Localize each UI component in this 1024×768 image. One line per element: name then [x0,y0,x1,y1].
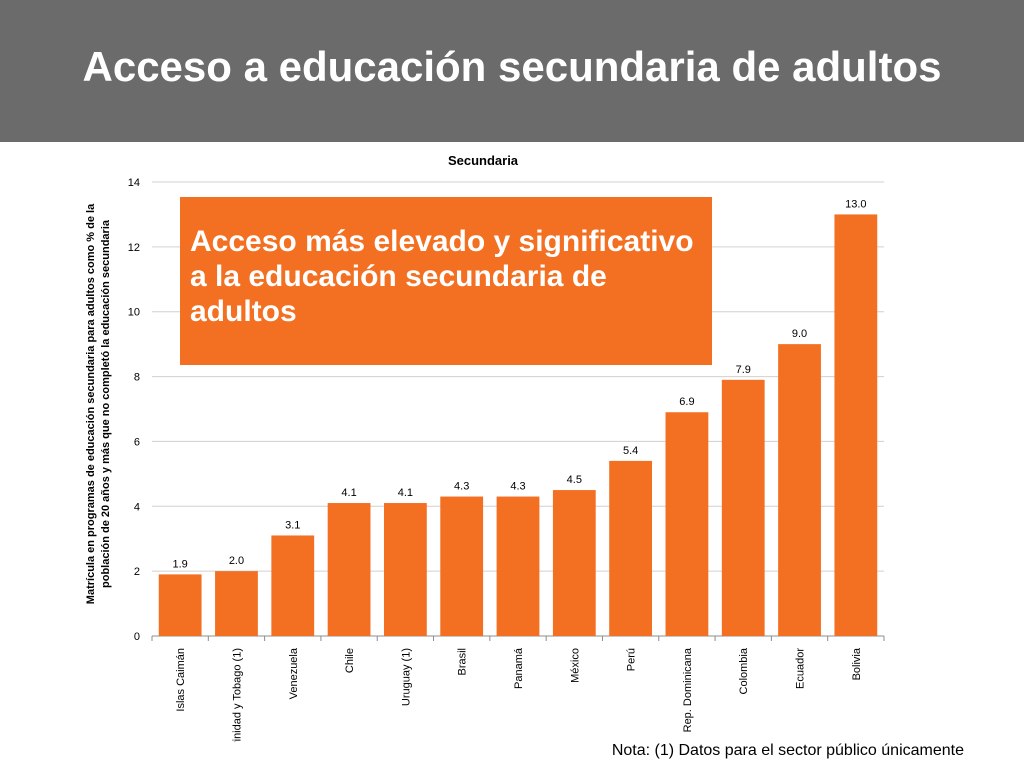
data-label: 6.9 [679,396,694,408]
x-tick-label: Perú [626,648,638,671]
data-label: 4.3 [510,481,525,493]
bar [721,379,765,636]
y-tick-label: 6 [134,436,140,448]
data-label: 9.0 [792,328,807,340]
bar [834,214,878,636]
chart-title: Secundaria [448,153,519,168]
x-tick-label: Chile [344,648,356,673]
x-axis-ticks: Islas Caimán Trinidad y Tobago (1) Venezue… [151,636,885,742]
x-tick-label: Venezuela [288,647,300,699]
data-label: 5.4 [623,445,638,457]
y-tick-label: 10 [128,307,140,319]
y-tick-label: 4 [134,501,140,513]
data-label: 4.1 [341,487,356,499]
bar [665,412,709,636]
data-label: 4.3 [454,481,469,493]
bar [778,344,821,636]
y-axis-label-line-1: Matrícula en programas de educación secu… [85,203,97,604]
callout-text: Acceso más elevado y significativo a la … [190,225,694,328]
slide-header [0,0,1024,142]
bar [271,535,315,636]
data-label: 2.0 [229,555,244,567]
bar [440,496,484,636]
bar [327,503,371,636]
x-tick-label: Brasil [457,648,469,676]
data-label: 13.0 [845,198,866,210]
y-axis-label-line-2: población de 20 años y más que no comple… [100,219,112,588]
bar [158,574,202,636]
y-tick-label: 2 [134,566,140,578]
x-tick-label: Trinidad y Tobago (1) [231,648,243,742]
bar [496,496,540,636]
x-tick-label: México [569,648,581,683]
bar [552,490,596,636]
footnote: Nota: (1) Datos para el sector público ú… [611,742,964,759]
data-label: 3.1 [285,519,300,531]
y-axis-label: Matrícula en programas de educación secu… [85,203,112,604]
data-label: 4.1 [398,487,413,499]
x-tick-label: Uruguay (1) [400,648,412,706]
y-tick-label: 12 [128,242,140,254]
x-tick-label: Rep. Dominicana [682,647,694,732]
callout-box: Acceso más elevado y significativo a la … [180,197,712,365]
data-labels: 1.9 2.0 3.1 4.1 4.1 4.3 4.3 4.5 5.4 6.9 7.9 9.0 13.0 [173,198,867,570]
x-tick-label: Bolivia [851,647,863,680]
slide-title: Acceso a educación secundaria de adultos [82,43,942,90]
y-tick-label: 14 [128,177,140,189]
bar [609,460,653,636]
data-label: 1.9 [173,558,188,570]
bars [158,214,878,636]
data-label: 7.9 [736,364,751,376]
x-tick-label: Islas Caimán [175,648,187,712]
bar [383,503,427,636]
x-tick-label: Ecuador [795,648,807,689]
data-label: 4.5 [567,474,582,486]
bar [215,571,258,636]
x-tick-label: Panamá [513,647,525,689]
y-axis-ticks: 0 2 4 6 8 10 12 14 [128,177,140,643]
x-tick-label: Colombia [738,647,750,694]
y-tick-label: 0 [134,631,140,643]
y-tick-label: 8 [134,372,140,384]
